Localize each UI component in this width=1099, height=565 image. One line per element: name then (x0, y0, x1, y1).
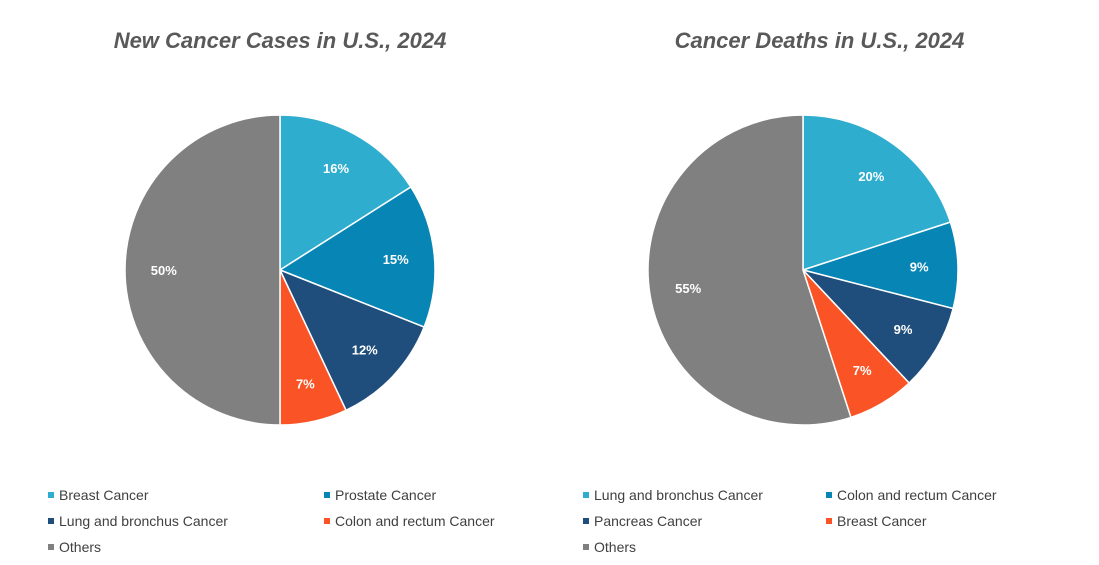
slice-data-label: 7% (853, 363, 872, 378)
legend-item: Others (583, 538, 826, 556)
legend-label: Lung and bronchus Cancer (594, 487, 763, 503)
slice-data-label: 15% (383, 252, 409, 267)
legend-label: Prostate Cancer (335, 487, 437, 503)
legend-label: Breast Cancer (837, 513, 927, 529)
legend-swatch (583, 518, 589, 524)
legend-swatch (826, 518, 832, 524)
pie-slice-lung-and-bronchus-cancer (278, 268, 426, 412)
chart-deaths: Cancer Deaths in U.S., 2024 20% 9% 9% 7% 55%… (560, 0, 1099, 565)
legend-swatch (324, 492, 330, 498)
pie-slice-prostate-cancer (278, 185, 436, 329)
legend-item: Colon and rectum Cancer (826, 486, 1086, 504)
pie-chart-new-cases: 16% 15% 12% 7% 50% (124, 114, 436, 426)
legend-label: Others (594, 539, 637, 555)
pie-slice-lung-and-bronchus-cancer (802, 114, 952, 272)
legend-swatch (48, 544, 54, 550)
legend-deaths: Lung and bronchus Cancer Colon and rectum… (583, 486, 1086, 556)
legend-swatch (583, 492, 589, 498)
slice-data-label: 55% (675, 281, 701, 296)
pie-slice-colon-and-rectum-cancer (800, 221, 959, 310)
slice-data-label: 9% (910, 259, 929, 274)
legend-label: Colon and rectum Cancer (837, 487, 997, 503)
slice-data-label: 50% (151, 263, 177, 278)
legend-label: Others (59, 539, 102, 555)
legend-swatch (48, 518, 54, 524)
pie-slice-breast-cancer (279, 114, 412, 272)
legend-swatch (583, 544, 589, 550)
chart-title: Cancer Deaths in U.S., 2024 (674, 28, 965, 53)
legend-label: Pancreas Cancer (594, 513, 703, 529)
slice-data-label: 12% (352, 343, 378, 358)
legend-label: Lung and bronchus Cancer (59, 513, 228, 529)
legend-item: Colon and rectum Cancer (324, 512, 584, 530)
pie-chart-deaths: 20% 9% 9% 7% 55% (647, 114, 959, 426)
legend-swatch (48, 492, 54, 498)
slice-data-label: 16% (323, 161, 349, 176)
legend-item: Pancreas Cancer (583, 512, 826, 530)
legend-item: Lung and bronchus Cancer (48, 512, 324, 530)
legend-swatch (826, 492, 832, 498)
chart-new-cases: New Cancer Cases in U.S., 2024 16% 15% 12%… (48, 28, 495, 555)
pie-slice-others (124, 114, 281, 426)
legend-item: Breast Cancer (826, 512, 1086, 530)
slice-data-label: 20% (858, 169, 884, 184)
pie-slice-others (647, 114, 852, 426)
slice-data-label: 9% (894, 322, 913, 337)
legend-item: Breast Cancer (48, 486, 324, 504)
legend-item: Others (48, 538, 324, 556)
legend-item: Prostate Cancer (324, 486, 584, 504)
slice-data-label: 7% (296, 376, 315, 391)
legend-label: Colon and rectum Cancer (335, 513, 495, 529)
chart-title: New Cancer Cases in U.S., 2024 (113, 28, 447, 53)
legend-swatch (324, 518, 330, 524)
legend-item: Lung and bronchus Cancer (583, 486, 826, 504)
legend-new-cases: Breast Cancer Prostate Cancer Lung and bro… (48, 486, 584, 556)
legend-label: Breast Cancer (59, 487, 149, 503)
pie-slice-pancreas-cancer (800, 268, 955, 385)
